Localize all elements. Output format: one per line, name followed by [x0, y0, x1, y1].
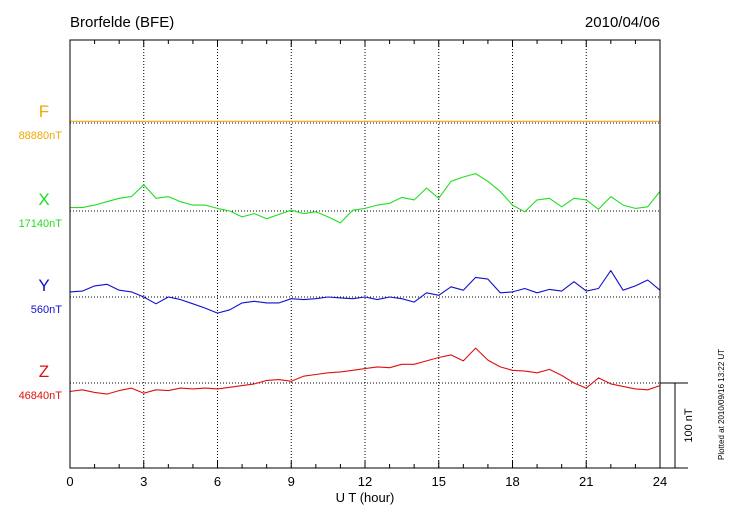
scale-bar-label: 100 nT: [683, 408, 695, 443]
x-tick-label-15: 15: [432, 474, 446, 489]
x-tick-label-18: 18: [505, 474, 519, 489]
x-tick-label-24: 24: [653, 474, 667, 489]
series-line-y: [69, 270, 661, 314]
x-tick-label-9: 9: [288, 474, 295, 489]
series-baseline-z: 46840nT: [19, 390, 63, 402]
scale-bar: 100 nT: [660, 382, 695, 469]
series-baseline-f: 88880nT: [19, 130, 63, 142]
plotted-timestamp: Plotted at 2010/09/16 13:22 UT: [717, 349, 726, 460]
x-axis-label: U T (hour): [336, 490, 395, 505]
series-line-x: [70, 173, 661, 224]
series-baseline-x: 17140nT: [19, 218, 63, 230]
series-line-z: [69, 347, 661, 395]
series-label-y: Y: [38, 276, 49, 295]
series-label-f: F: [39, 102, 49, 121]
x-tick-label-3: 3: [140, 474, 147, 489]
x-ticks: 0 3 6 9 12 15 18 21 24: [66, 40, 667, 489]
x-tick-label-21: 21: [579, 474, 593, 489]
series-labels: F 88880nT X 17140nT Y 560nT Z 46840nT: [19, 102, 63, 402]
x-tick-label-6: 6: [214, 474, 221, 489]
series-baseline-y: 560nT: [31, 304, 62, 316]
x-tick-label-12: 12: [358, 474, 372, 489]
grid: [143, 40, 587, 468]
station-title: Brorfelde (BFE): [70, 14, 174, 31]
x-tick-label-0: 0: [66, 474, 73, 489]
series-lines: [69, 120, 661, 395]
series-label-x: X: [38, 190, 49, 209]
series-label-z: Z: [39, 362, 49, 381]
date-label: 2010/04/06: [585, 14, 660, 31]
